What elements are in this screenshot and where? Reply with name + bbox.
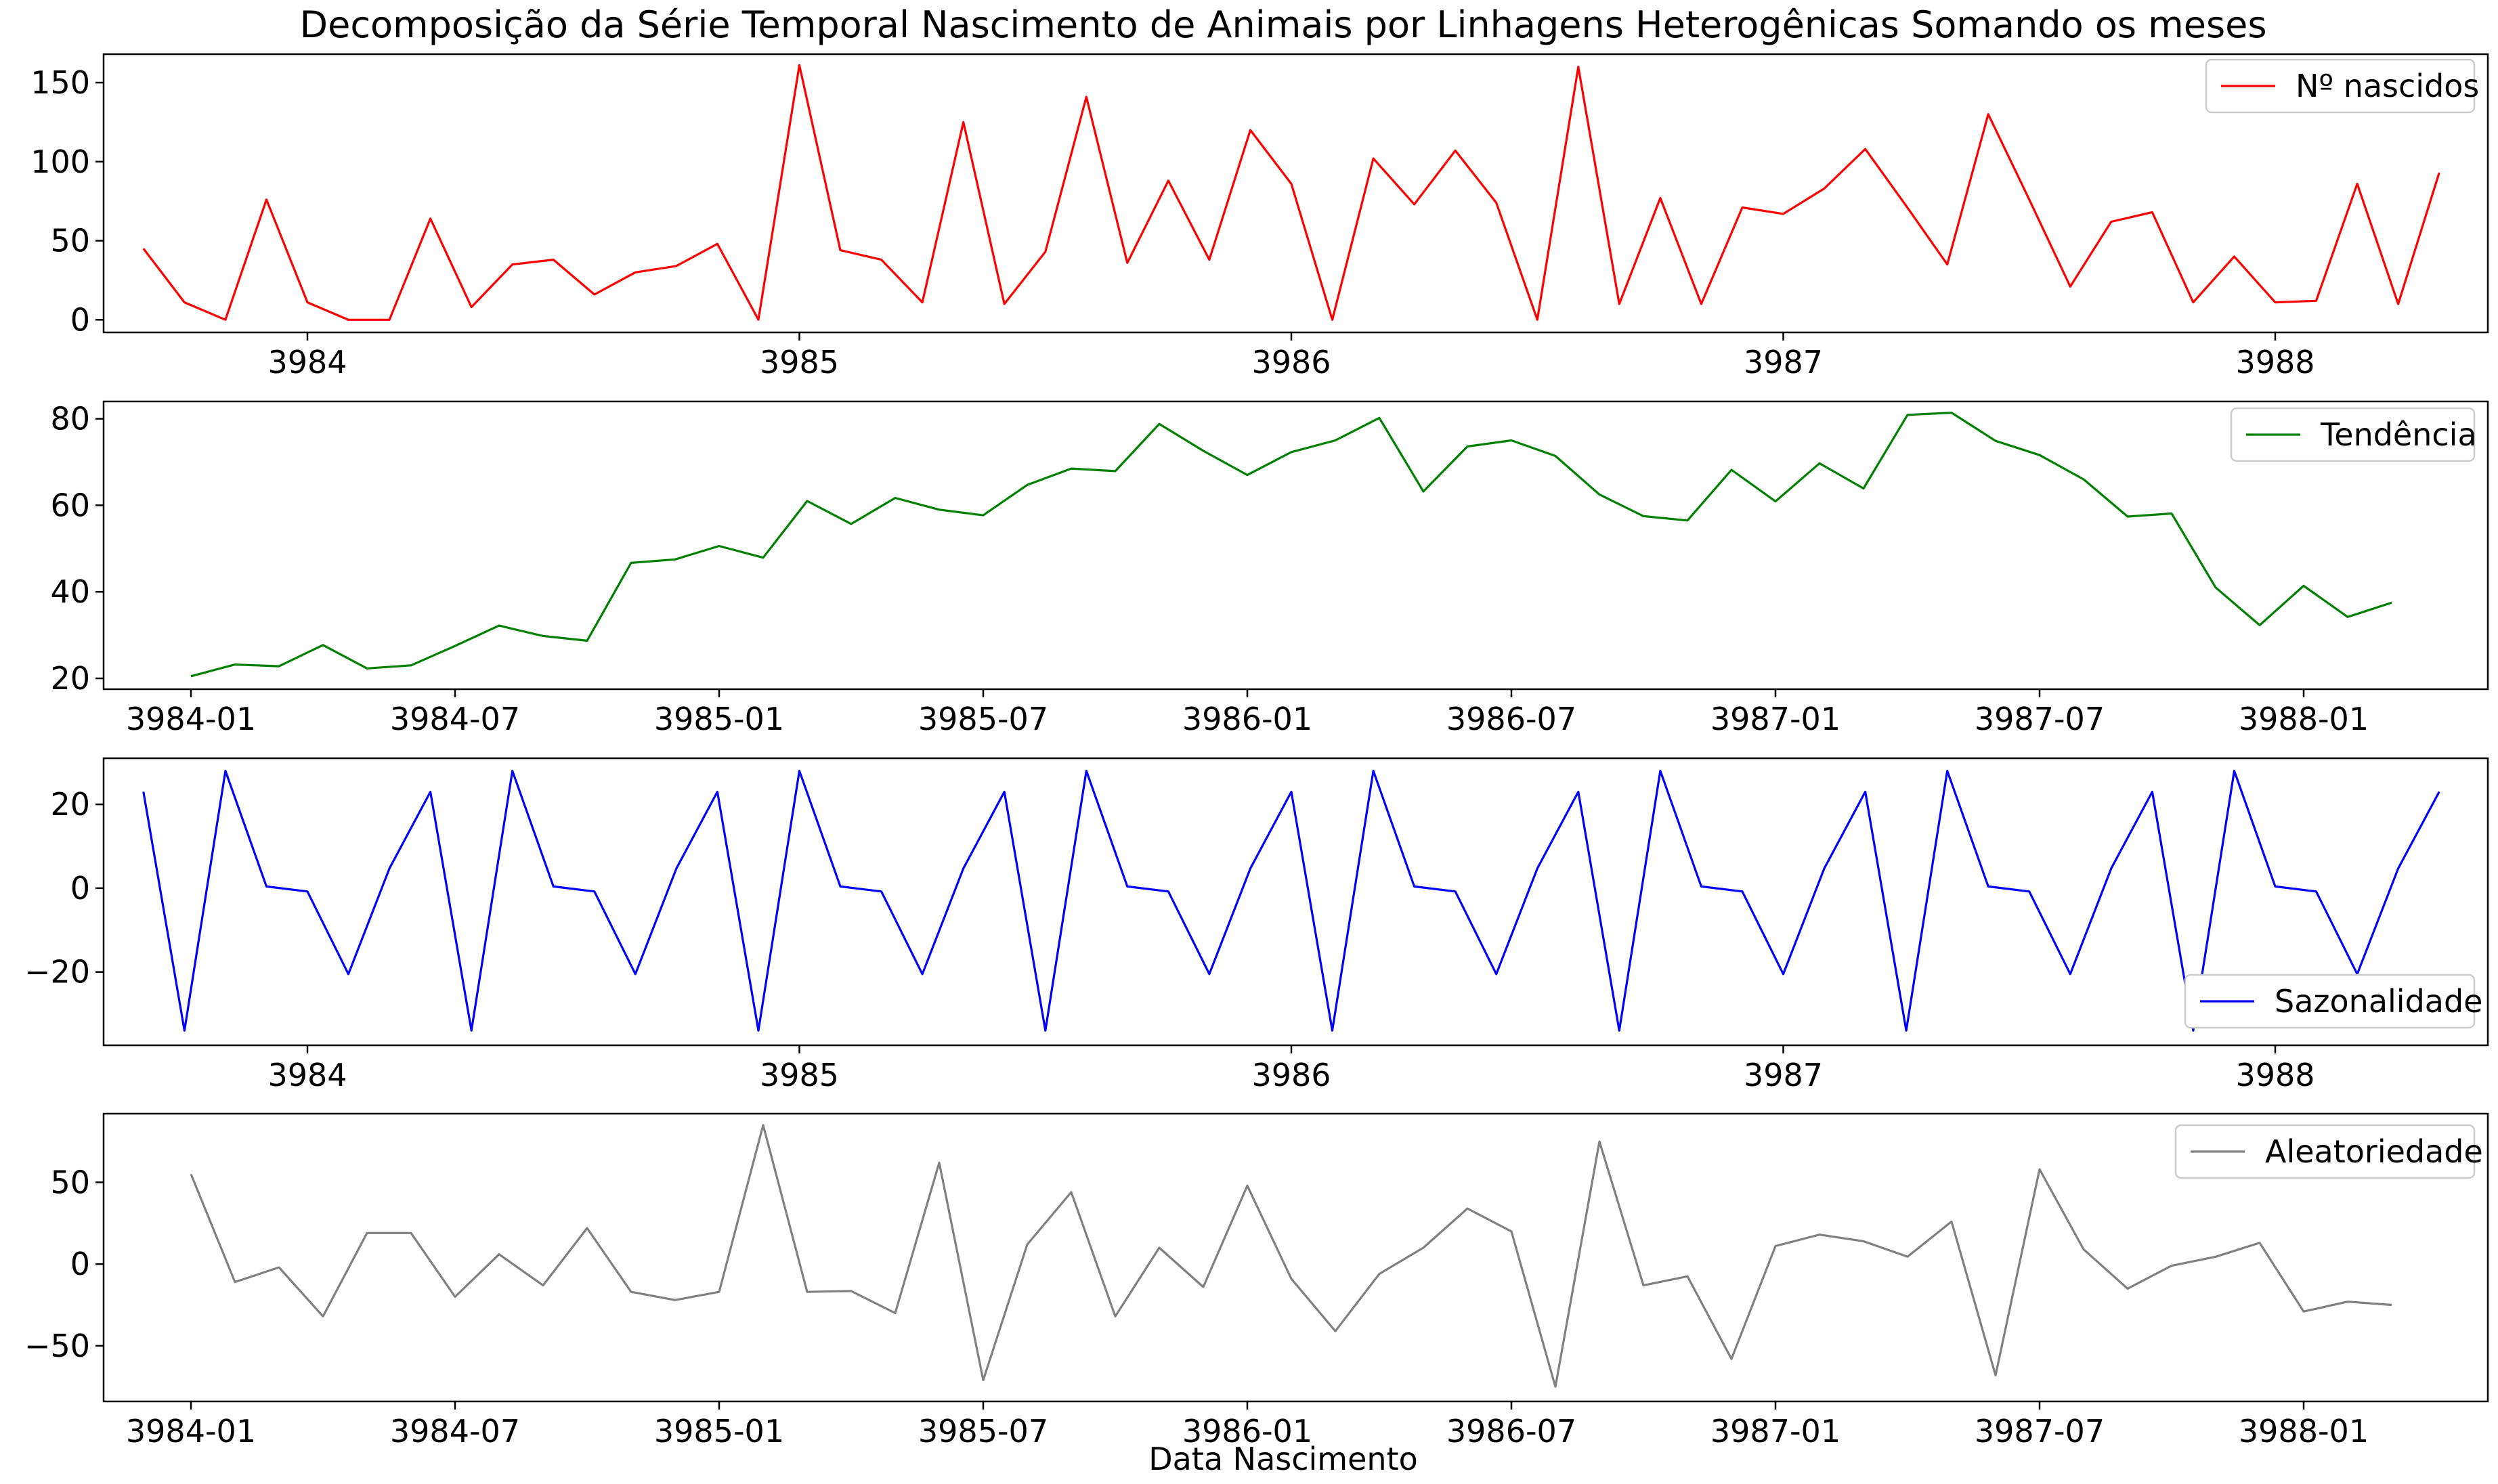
panel-2: 20 40 60 80 3984-01 3984-07 3985-01 3985-07 3986… (50, 400, 2489, 737)
y-tick-label: 150 (30, 64, 90, 101)
panel-3: −20 0 20 3984 3985 3986 3987 3988 Sazonalidade (24, 757, 2489, 1093)
legend: Aleatoriedade (2174, 1124, 2483, 1179)
legend-label: Aleatoriedade (2265, 1133, 2483, 1170)
x-tick-label: 3984 (267, 344, 347, 380)
x-tick-label: 3988 (2235, 344, 2314, 380)
y-tick-label: 60 (50, 487, 90, 523)
x-tick-label: 3986 (1251, 344, 1331, 380)
x-tick-label: 3985 (760, 344, 839, 380)
x-tick-label: 3987 (1744, 1057, 1823, 1093)
figure-title: Decomposição da Série Temporal Nasciment… (300, 3, 2267, 46)
legend-label: Sazonalidade (2275, 983, 2482, 1020)
y-tick-label: 80 (50, 401, 90, 437)
y-tick-label: 0 (70, 870, 90, 907)
y-tick-label: 20 (50, 660, 90, 697)
x-tick-label: 3987-07 (1975, 701, 2105, 737)
series-line-4-1 (190, 1124, 2392, 1388)
x-tick-label: 3986-01 (1182, 701, 1312, 737)
x-tick-label: 3987-01 (1710, 1413, 1840, 1449)
x-tick-label: 3985-01 (654, 701, 784, 737)
x-tick-label: 3988-01 (2239, 1413, 2369, 1449)
y-tick-label: 40 (50, 573, 90, 610)
legend-label: Tendência (2320, 416, 2477, 453)
x-tick-label: 3986-07 (1446, 1413, 1576, 1449)
x-tick-label: 3987-01 (1710, 701, 1840, 737)
panel-4: −50 0 50 3984-01 3984-07 3985-01 3985-07 3986-0… (24, 1112, 2489, 1449)
series-line-3-1 (142, 769, 2440, 1032)
y-tick-label: 0 (70, 1246, 90, 1282)
x-axis-label: Data Nascimento (1148, 1441, 1418, 1477)
x-tick-label: 3984-07 (390, 701, 520, 737)
panels: 0 50 100 150 3984 3985 3986 3987 3988 Nº nascidos… (24, 53, 2489, 1449)
legend: Tendência (2230, 407, 2477, 462)
y-tick-label: 20 (50, 786, 90, 823)
y-tick-label: −20 (24, 954, 90, 990)
series-line-1-1 (142, 64, 2440, 321)
legend-box (2174, 1124, 2476, 1179)
series-line-2-1 (190, 411, 2392, 678)
x-tick-label: 3988 (2235, 1057, 2314, 1093)
plot-frame (102, 1112, 2489, 1403)
y-tick-label: 0 (70, 301, 90, 338)
x-tick-label: 3986-01 (1182, 1413, 1312, 1449)
plot-frame (102, 757, 2489, 1047)
y-tick-label: 50 (50, 223, 90, 259)
legend: Nº nascidos (2205, 58, 2479, 114)
x-tick-label: 3988-01 (2239, 701, 2369, 737)
legend-box (2184, 974, 2476, 1029)
x-tick-label: 3987-07 (1975, 1413, 2105, 1449)
x-tick-label: 3985-07 (918, 701, 1048, 737)
y-tick-label: 50 (50, 1164, 90, 1200)
x-tick-label: 3984-01 (126, 701, 256, 737)
y-tick-label: 100 (30, 144, 90, 180)
legend: Sazonalidade (2184, 974, 2482, 1029)
x-tick-label: 3985 (760, 1057, 839, 1093)
x-tick-label: 3987 (1744, 344, 1823, 380)
y-tick-label: −50 (24, 1328, 90, 1364)
legend-box (2230, 407, 2476, 462)
x-tick-label: 3986-07 (1446, 701, 1576, 737)
plot-frame (102, 400, 2489, 691)
plot-frame (102, 53, 2489, 334)
x-tick-label: 3984-01 (126, 1413, 256, 1449)
x-tick-label: 3986 (1251, 1057, 1331, 1093)
panel-1: 0 50 100 150 3984 3985 3986 3987 3988 Nº nascidos (30, 53, 2489, 380)
x-tick-label: 3984 (267, 1057, 347, 1093)
x-tick-label: 3985-01 (654, 1413, 784, 1449)
x-tick-label: 3985-07 (918, 1413, 1048, 1449)
x-tick-label: 3984-07 (390, 1413, 520, 1449)
legend-box (2205, 58, 2476, 114)
legend-label: Nº nascidos (2296, 68, 2479, 104)
